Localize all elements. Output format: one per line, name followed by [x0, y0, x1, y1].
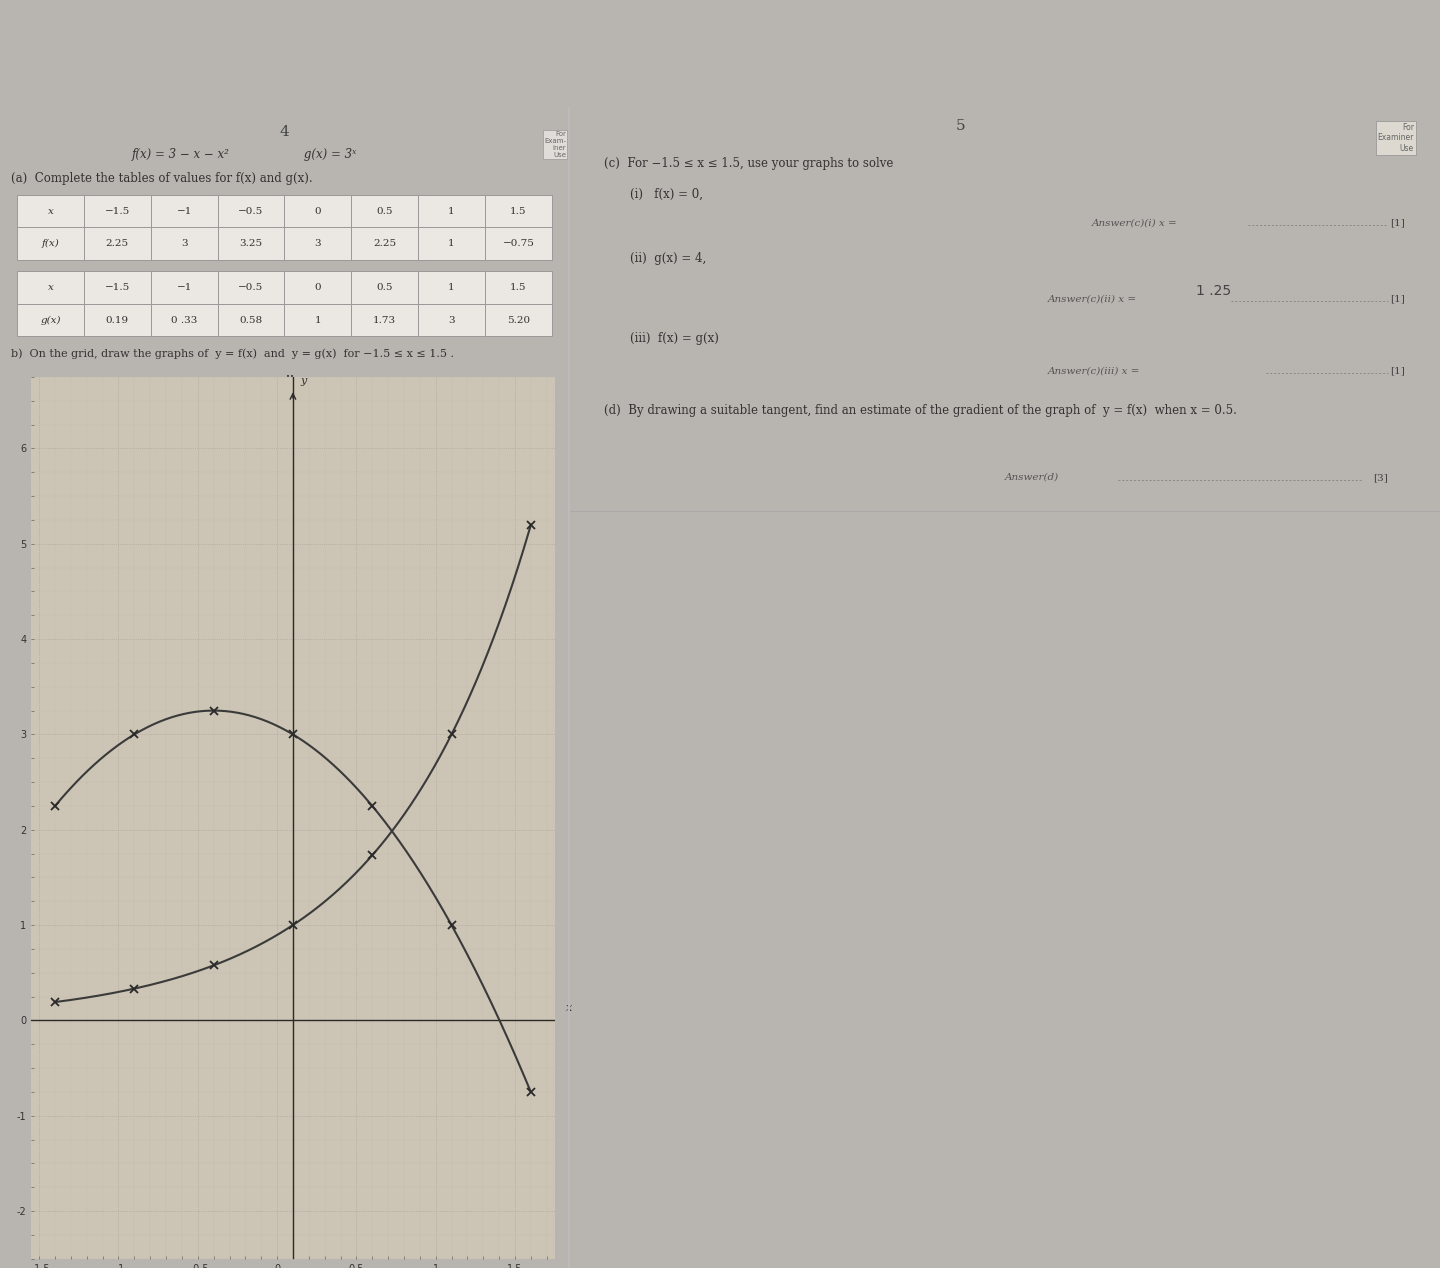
- Text: Answer(c)(ii) x =: Answer(c)(ii) x =: [1048, 294, 1138, 303]
- Bar: [418, 304, 485, 336]
- Text: x: x: [566, 1003, 572, 1013]
- Text: −1: −1: [177, 207, 192, 216]
- Bar: [17, 227, 84, 260]
- Bar: [351, 227, 418, 260]
- Bar: [84, 227, 151, 260]
- Bar: [418, 271, 485, 304]
- Bar: [285, 195, 351, 227]
- Text: 1: 1: [314, 316, 321, 325]
- Text: Answer(c)(iii) x =: Answer(c)(iii) x =: [1048, 366, 1140, 375]
- Text: b)  On the grid, draw the graphs of  y = f(x)  and  y = g(x)  for −1.5 ≤ x ≤ 1.5: b) On the grid, draw the graphs of y = f…: [12, 347, 455, 359]
- Text: −0.5: −0.5: [239, 207, 264, 216]
- Text: 0.58: 0.58: [239, 316, 262, 325]
- Text: [1]: [1]: [1390, 218, 1405, 227]
- Bar: [418, 227, 485, 260]
- Text: 1: 1: [448, 283, 455, 292]
- Text: 1: 1: [448, 207, 455, 216]
- Text: 3: 3: [448, 316, 455, 325]
- Text: 0.5: 0.5: [376, 283, 393, 292]
- Bar: [84, 304, 151, 336]
- Text: For
Exam-
iner
Use: For Exam- iner Use: [544, 131, 566, 158]
- Text: ••: ••: [285, 374, 294, 380]
- Text: −1.5: −1.5: [105, 207, 130, 216]
- Text: x: x: [48, 283, 53, 292]
- Text: 1.5: 1.5: [510, 283, 527, 292]
- Text: 1.73: 1.73: [373, 316, 396, 325]
- Text: 0 .33: 0 .33: [171, 316, 197, 325]
- Text: −0.5: −0.5: [239, 283, 264, 292]
- Bar: [84, 271, 151, 304]
- Text: [3]: [3]: [1372, 473, 1388, 482]
- Bar: [217, 304, 284, 336]
- Text: f(x) = 3 − x − x²                    g(x) = 3ˣ: f(x) = 3 − x − x² g(x) = 3ˣ: [132, 148, 357, 161]
- Text: 2.25: 2.25: [373, 240, 396, 249]
- Bar: [151, 304, 217, 336]
- Text: 1.5: 1.5: [510, 207, 527, 216]
- Bar: [351, 271, 418, 304]
- Text: 2.25: 2.25: [105, 240, 128, 249]
- Text: Answer(c)(i) x =: Answer(c)(i) x =: [1092, 218, 1178, 227]
- Text: (d)  By drawing a suitable tangent, find an estimate of the gradient of the grap: (d) By drawing a suitable tangent, find …: [603, 404, 1237, 417]
- Text: 5.20: 5.20: [507, 316, 530, 325]
- Bar: [17, 304, 84, 336]
- Bar: [17, 271, 84, 304]
- Text: 0.19: 0.19: [105, 316, 128, 325]
- Text: (iii)  f(x) = g(x): (iii) f(x) = g(x): [629, 332, 719, 345]
- Bar: [485, 227, 552, 260]
- Text: (a)  Complete the tables of values for f(x) and g(x).: (a) Complete the tables of values for f(…: [12, 171, 312, 185]
- Text: x: x: [48, 207, 53, 216]
- Text: 0: 0: [314, 207, 321, 216]
- Text: 0.5: 0.5: [376, 207, 393, 216]
- Text: 3.25: 3.25: [239, 240, 262, 249]
- Bar: [485, 195, 552, 227]
- Bar: [84, 195, 151, 227]
- Bar: [217, 271, 284, 304]
- Bar: [285, 227, 351, 260]
- Text: [1]: [1]: [1390, 294, 1405, 303]
- Bar: [217, 195, 284, 227]
- Text: 1 .25: 1 .25: [1197, 284, 1231, 298]
- Bar: [285, 271, 351, 304]
- Text: (c)  For −1.5 ≤ x ≤ 1.5, use your graphs to solve: (c) For −1.5 ≤ x ≤ 1.5, use your graphs …: [603, 157, 893, 170]
- Text: y: y: [301, 377, 307, 387]
- Bar: [285, 304, 351, 336]
- Text: [1]: [1]: [1390, 366, 1405, 375]
- Bar: [351, 195, 418, 227]
- Text: 5: 5: [956, 119, 966, 133]
- Text: 0: 0: [314, 283, 321, 292]
- Text: g(x): g(x): [40, 316, 60, 325]
- Text: 4: 4: [279, 126, 289, 139]
- Bar: [217, 227, 284, 260]
- Bar: [151, 195, 217, 227]
- Text: For
Examiner
Use: For Examiner Use: [1378, 123, 1414, 153]
- Text: f(x): f(x): [42, 238, 59, 249]
- Text: −0.75: −0.75: [503, 240, 534, 249]
- Bar: [485, 271, 552, 304]
- Text: 3: 3: [314, 240, 321, 249]
- Text: (i)   f(x) = 0,: (i) f(x) = 0,: [629, 188, 703, 200]
- Bar: [351, 304, 418, 336]
- Bar: [151, 271, 217, 304]
- Text: (ii)  g(x) = 4,: (ii) g(x) = 4,: [629, 252, 706, 265]
- Bar: [418, 195, 485, 227]
- Text: Answer(d): Answer(d): [1005, 473, 1058, 482]
- Text: 1: 1: [448, 240, 455, 249]
- Bar: [151, 227, 217, 260]
- Text: −1.5: −1.5: [105, 283, 130, 292]
- Bar: [17, 195, 84, 227]
- Text: −1: −1: [177, 283, 192, 292]
- Text: 3: 3: [181, 240, 187, 249]
- Bar: [485, 304, 552, 336]
